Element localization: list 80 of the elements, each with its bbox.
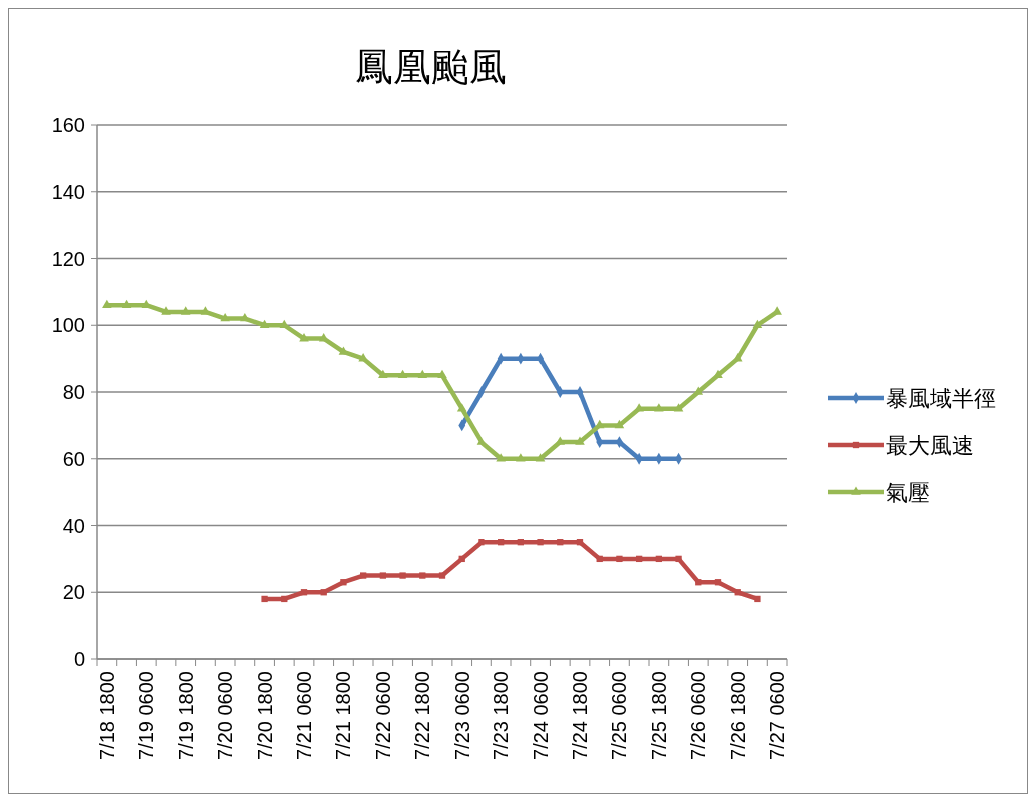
y-tick-label: 40 [62,514,85,537]
point [419,572,426,579]
x-tick-label: 7/22 0600 [371,671,394,760]
point [713,369,723,379]
point [655,555,663,563]
point [438,572,446,579]
point [557,539,564,546]
x-tick-label: 7/23 1800 [490,671,513,760]
point [121,299,132,308]
point [555,436,566,445]
x-tick-label: 7/22 1800 [411,671,434,760]
x-tick-label: 7/27 0600 [766,671,789,760]
x-tick-label: 7/25 1800 [647,671,670,760]
y-tick-label: 100 [51,314,85,337]
x-tick-label: 7/24 0600 [529,671,552,760]
point [358,353,368,362]
point [675,555,682,563]
x-tick-label: 7/26 1800 [726,671,749,760]
legend-label: 暴風域半徑 [886,385,996,411]
point [596,555,603,563]
point [397,369,408,379]
point [754,595,761,603]
point [616,555,623,563]
point [478,539,485,546]
x-tick-label: 7/25 0600 [608,671,631,760]
point [496,453,506,462]
point [517,539,525,546]
point [654,403,664,412]
point [261,595,268,603]
point [752,319,763,329]
point [714,579,722,586]
point [516,453,526,462]
point [320,589,327,596]
x-tick-label: 7/20 0600 [214,671,237,760]
point [300,589,308,596]
y-tick-label: 80 [62,381,85,403]
point [695,579,702,586]
point [614,419,625,429]
point [575,436,585,445]
x-tick-label: 7/24 1800 [569,671,591,760]
y-tick-label: 160 [51,114,85,136]
legend-label: 氣壓 [886,479,930,505]
point [497,539,505,546]
point [359,572,367,579]
x-tick-label: 7/19 1800 [174,671,197,760]
point [734,589,741,596]
x-tick-label: 7/19 0600 [135,671,158,760]
point [456,403,467,412]
x-tick-label: 7/23 0600 [450,671,473,760]
point [180,306,191,315]
point [537,539,544,546]
x-tick-label: 7/26 0600 [687,671,710,760]
point [458,555,465,563]
y-tick-label: 0 [73,648,85,670]
point [161,306,171,315]
point [259,319,270,329]
x-tick-label: 7/21 0600 [293,671,315,760]
point [417,369,428,379]
legend-label: 最大風速 [886,432,974,458]
y-tick-label: 60 [62,447,85,470]
point [220,313,230,322]
point [437,369,447,379]
point [379,572,387,579]
point [299,333,309,342]
y-tick-label: 20 [62,581,85,604]
y-tick-label: 140 [51,180,85,203]
point [281,595,288,603]
point [673,403,684,412]
x-tick-label: 7/18 1800 [95,671,118,760]
point [340,579,347,586]
x-tick-label: 7/20 1800 [253,671,276,760]
point [102,299,112,308]
point [576,539,584,546]
y-tick-label: 120 [51,247,85,270]
point [399,572,406,579]
point [635,555,643,563]
point [378,369,388,379]
chart-title: 鳳凰颱風 [355,46,507,88]
point [535,453,546,462]
x-tick-label: 7/21 1800 [332,671,355,760]
